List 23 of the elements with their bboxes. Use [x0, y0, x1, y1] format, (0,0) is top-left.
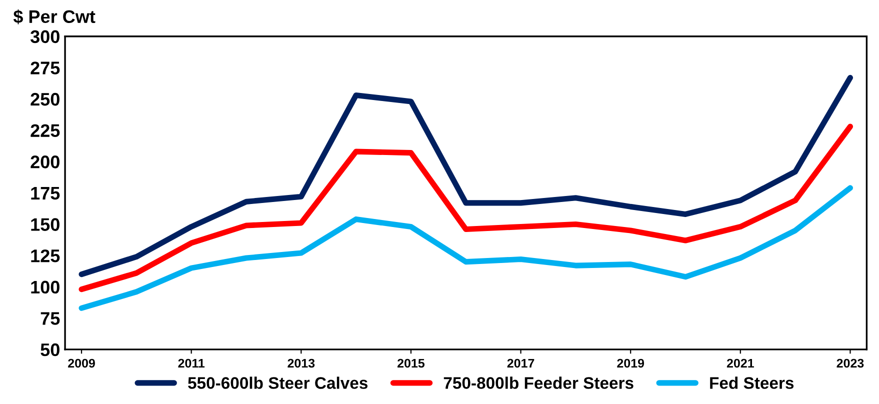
y-tick-label: 100	[31, 280, 60, 294]
y-tick-label: 200	[30, 156, 60, 168]
x-tick-label: 2011	[178, 358, 205, 368]
x-tick-label: 2017	[507, 358, 534, 368]
y-tick-label: 125	[31, 249, 60, 262]
y-tick-label: 250	[30, 92, 60, 106]
x-tick-label: 2013	[288, 358, 315, 368]
y-tick-label: 75	[40, 312, 60, 325]
y-tick-label: 275	[30, 62, 60, 74]
legend-label: 550-600lb Steer Calves	[188, 376, 368, 389]
y-tick-label: 300	[30, 30, 60, 44]
y-tick-label: 50	[40, 343, 60, 356]
x-tick-label: 2023	[836, 358, 864, 368]
legend-label: Fed Steers	[710, 376, 794, 389]
x-tick-label: 2009	[68, 358, 95, 368]
x-tick-label: 2015	[397, 358, 425, 368]
y-tick-label: 150	[31, 218, 60, 231]
x-tick-label: 2019	[617, 358, 644, 368]
y-tick-label: 225	[30, 124, 60, 138]
y-axis-title: $ Per Cwt	[13, 9, 96, 24]
y-tick-label: 175	[31, 187, 60, 200]
legend-label: 750-800lb Feeder Steers	[444, 376, 634, 389]
x-tick-label: 2021	[726, 358, 754, 368]
